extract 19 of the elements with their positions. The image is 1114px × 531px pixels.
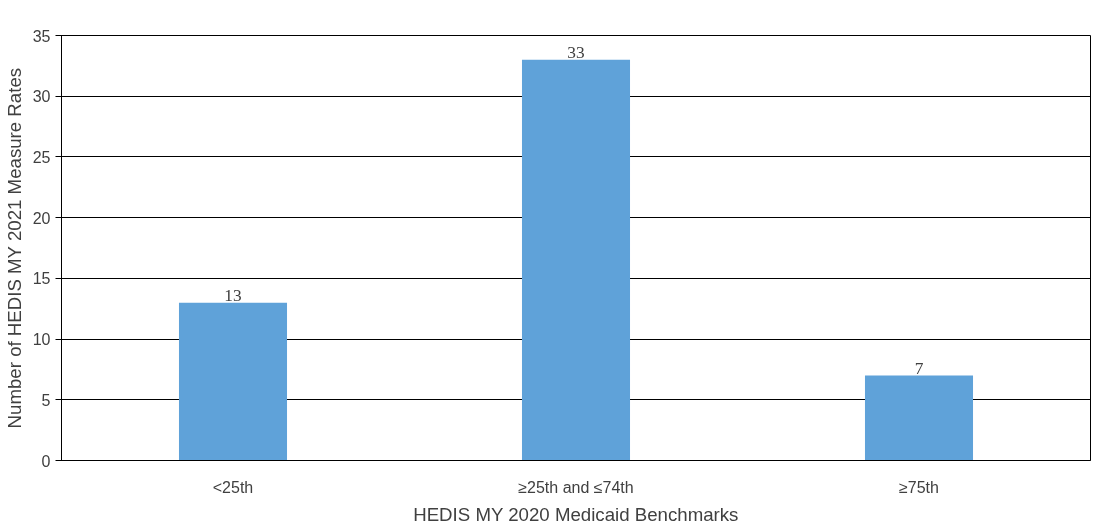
y-tick-label: 30 <box>32 88 51 106</box>
y-tick-label: 25 <box>32 148 51 166</box>
y-tick-label: 0 <box>41 452 51 470</box>
y-tick-label: 20 <box>32 209 51 227</box>
x-tick-label: <25th <box>212 478 254 496</box>
bar <box>864 375 974 461</box>
data-label: 33 <box>567 42 585 62</box>
x-axis-title: HEDIS MY 2020 Medicaid Benchmarks <box>413 503 739 525</box>
y-tick-label: 15 <box>32 270 51 288</box>
y-tick-label: 10 <box>32 331 51 349</box>
y-axis-title: Number of HEDIS MY 2021 Measure Rates <box>3 67 25 429</box>
x-tick-label: ≥75th <box>899 478 939 496</box>
data-label: 13 <box>224 285 242 305</box>
bar <box>178 302 288 461</box>
bar <box>521 59 631 461</box>
y-tick-label: 35 <box>32 27 51 45</box>
data-label: 7 <box>914 358 924 378</box>
x-tick-label: ≥25th and ≤74th <box>518 478 634 496</box>
y-tick-label: 5 <box>41 391 51 409</box>
